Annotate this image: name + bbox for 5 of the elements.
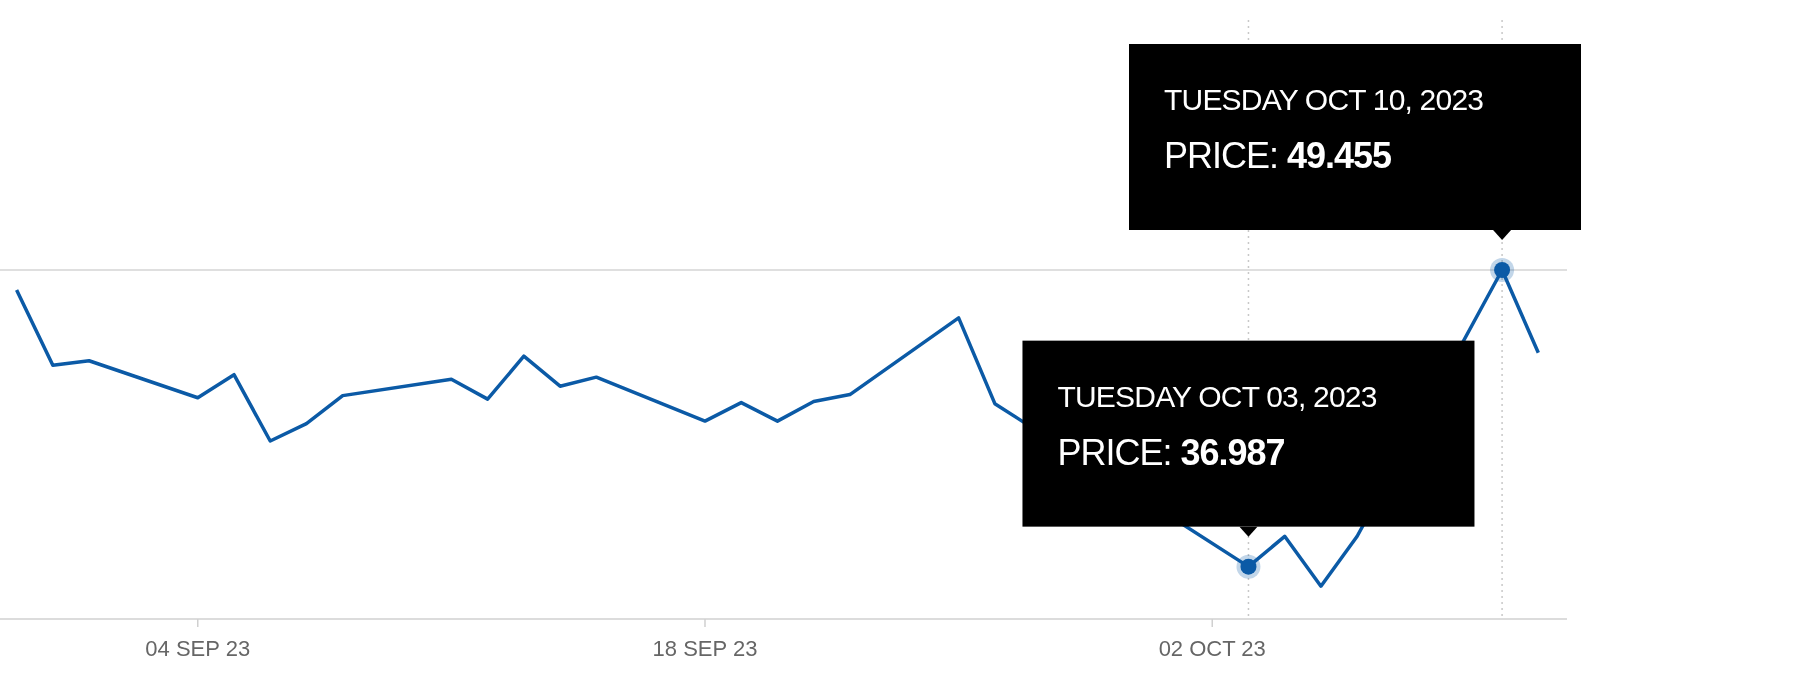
x-tick-label: 02 OCT 23 [1158,636,1266,661]
x-tick-label: 04 SEP 23 [145,636,251,661]
annotation: TUESDAY OCT 10, 2023 PRICE: 49.455 [1164,83,1484,176]
x-tick-label: 18 SEP 23 [652,636,758,661]
annotation: TUESDAY OCT 03, 2023 PRICE: 36.987 [1057,379,1377,473]
